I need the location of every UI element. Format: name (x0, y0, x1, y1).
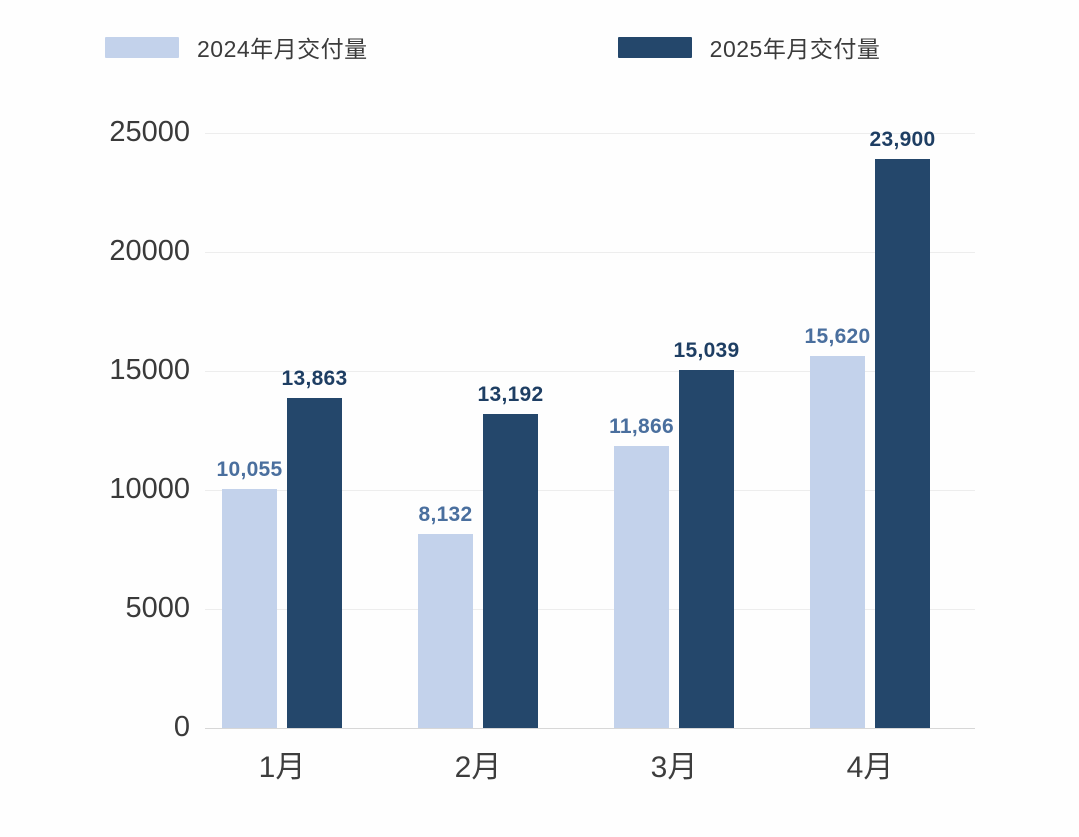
y-axis-tick-0: 0 (173, 711, 190, 743)
bar-1月-2025年月交付量 (287, 398, 342, 728)
bar-4月-2024年月交付量 (810, 356, 865, 728)
gridline-5000 (205, 609, 975, 610)
legend-swatch-2024-icon (105, 36, 179, 58)
x-axis-tick-4月: 4月 (846, 751, 894, 784)
gridline-15000 (205, 371, 975, 372)
legend-item-2024: 2024年月交付量 (105, 30, 368, 64)
legend-swatch-2025-icon (617, 36, 692, 58)
gridline-0 (205, 728, 975, 729)
bar-3月-2024年月交付量 (614, 445, 669, 728)
legend-label-2025: 2025年月交付量 (709, 36, 881, 62)
y-axis-tick-5000: 5000 (125, 592, 190, 624)
bar-value-3月-2024年月交付量: 11,866 (609, 414, 674, 438)
bar-2月-2025年月交付量 (483, 414, 538, 728)
y-axis-tick-20000: 20000 (109, 235, 190, 267)
bar-2月-2024年月交付量 (418, 534, 473, 728)
bar-value-4月-2025年月交付量: 23,900 (869, 128, 936, 152)
gridline-25000 (205, 133, 975, 134)
gridline-10000 (205, 490, 975, 491)
bar-value-1月-2025年月交付量: 13,863 (281, 367, 348, 391)
bar-value-2月-2025年月交付量: 13,192 (477, 383, 544, 407)
bar-value-1月-2024年月交付量: 10,055 (216, 457, 283, 481)
legend-label-2024: 2024年月交付量 (197, 36, 368, 62)
x-axis-tick-3月: 3月 (650, 751, 698, 784)
legend-item-2025: 2025年月交付量 (617, 30, 881, 64)
x-axis-tick-1月: 1月 (258, 751, 306, 784)
gridline-20000 (205, 252, 975, 253)
y-axis-tick-15000: 15000 (109, 354, 190, 386)
bar-value-2月-2024年月交付量: 8,132 (418, 503, 473, 527)
bar-3月-2025年月交付量 (679, 370, 734, 728)
y-axis-tick-25000: 25000 (109, 116, 190, 148)
y-axis-tick-10000: 10000 (109, 473, 190, 505)
bar-value-4月-2024年月交付量: 15,620 (804, 325, 871, 349)
bar-value-3月-2025年月交付量: 15,039 (673, 339, 740, 363)
bar-4月-2025年月交付量 (875, 159, 930, 728)
x-axis-tick-2月: 2月 (454, 751, 502, 784)
legend: 2024年月交付量 2025年月交付量 (105, 30, 880, 64)
bar-1月-2024年月交付量 (222, 488, 277, 728)
